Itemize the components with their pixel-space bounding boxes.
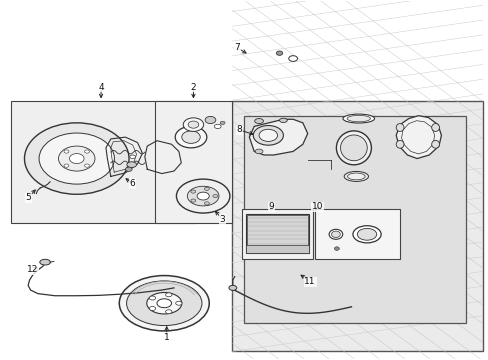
Bar <box>11 102 196 223</box>
Ellipse shape <box>204 116 215 123</box>
Ellipse shape <box>334 247 339 250</box>
Ellipse shape <box>395 140 403 148</box>
Ellipse shape <box>253 126 283 145</box>
Ellipse shape <box>328 229 342 239</box>
Ellipse shape <box>344 171 368 181</box>
Text: 12: 12 <box>27 265 39 274</box>
Ellipse shape <box>187 186 219 206</box>
Ellipse shape <box>129 155 135 158</box>
Ellipse shape <box>24 123 129 194</box>
Ellipse shape <box>220 121 224 125</box>
Ellipse shape <box>336 131 371 165</box>
Ellipse shape <box>228 285 236 291</box>
Ellipse shape <box>59 146 95 171</box>
Ellipse shape <box>212 194 217 198</box>
Ellipse shape <box>276 51 282 55</box>
Ellipse shape <box>259 129 277 141</box>
Ellipse shape <box>431 140 439 148</box>
Text: 1: 1 <box>163 333 169 342</box>
Ellipse shape <box>395 123 403 131</box>
Text: 7: 7 <box>234 43 240 52</box>
Ellipse shape <box>119 275 209 331</box>
Bar <box>232 102 482 351</box>
Ellipse shape <box>40 259 50 265</box>
Ellipse shape <box>64 164 69 167</box>
Ellipse shape <box>149 296 155 300</box>
Ellipse shape <box>331 231 340 238</box>
Ellipse shape <box>346 115 370 122</box>
Ellipse shape <box>340 135 366 161</box>
Ellipse shape <box>254 118 263 123</box>
Text: 4: 4 <box>98 83 103 92</box>
Ellipse shape <box>431 123 439 131</box>
Ellipse shape <box>204 202 209 205</box>
Ellipse shape <box>204 187 209 190</box>
Ellipse shape <box>157 299 171 308</box>
Ellipse shape <box>64 150 69 153</box>
Bar <box>244 116 465 323</box>
Ellipse shape <box>190 190 195 193</box>
Text: 10: 10 <box>311 202 323 211</box>
Text: 3: 3 <box>219 215 225 224</box>
Ellipse shape <box>149 306 155 310</box>
Ellipse shape <box>183 118 203 131</box>
Ellipse shape <box>176 179 229 213</box>
Ellipse shape <box>342 114 374 123</box>
Bar <box>314 208 399 258</box>
Ellipse shape <box>352 226 380 243</box>
Ellipse shape <box>165 293 172 297</box>
Ellipse shape <box>190 199 195 202</box>
Ellipse shape <box>347 173 365 180</box>
Ellipse shape <box>126 281 202 325</box>
Bar <box>242 208 312 258</box>
Bar <box>245 245 308 253</box>
Ellipse shape <box>214 124 221 129</box>
Ellipse shape <box>357 228 376 240</box>
Text: 8: 8 <box>236 126 242 135</box>
Text: 6: 6 <box>129 179 135 188</box>
Ellipse shape <box>279 118 287 122</box>
Ellipse shape <box>188 121 199 128</box>
Text: 11: 11 <box>304 277 315 286</box>
Bar <box>246 215 307 246</box>
Ellipse shape <box>182 131 200 143</box>
Ellipse shape <box>84 164 89 167</box>
Polygon shape <box>395 116 441 158</box>
Text: 9: 9 <box>268 202 274 211</box>
Ellipse shape <box>69 154 84 163</box>
Ellipse shape <box>84 150 89 153</box>
Bar <box>245 214 308 253</box>
Text: 5: 5 <box>25 193 31 202</box>
Ellipse shape <box>255 149 263 154</box>
Ellipse shape <box>125 167 132 171</box>
Ellipse shape <box>126 162 136 167</box>
Ellipse shape <box>175 301 182 305</box>
Ellipse shape <box>146 293 182 314</box>
Polygon shape <box>249 119 307 155</box>
Text: 2: 2 <box>190 83 196 92</box>
Ellipse shape <box>39 133 114 184</box>
Ellipse shape <box>197 192 209 200</box>
Ellipse shape <box>288 56 297 62</box>
Ellipse shape <box>175 126 206 148</box>
Bar <box>154 102 232 223</box>
Ellipse shape <box>165 310 172 314</box>
